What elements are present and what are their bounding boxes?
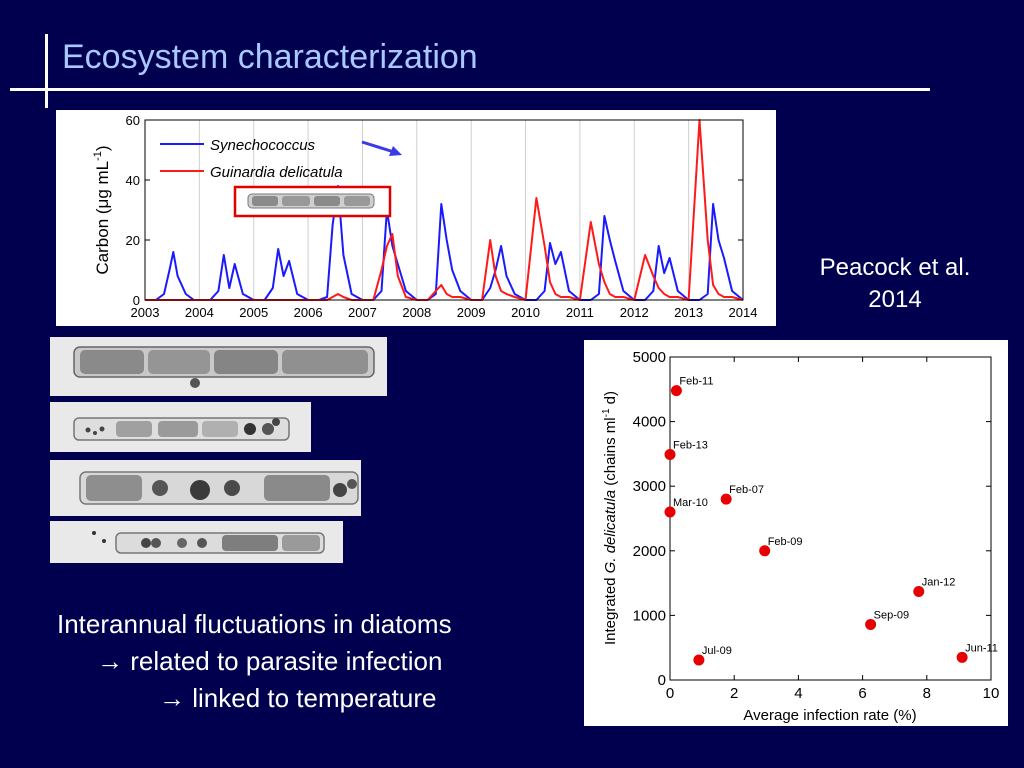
inset-diatom-chain-image bbox=[247, 193, 375, 209]
scatter-points: Feb-11 Feb-13 Feb-07 Mar-10 Feb-09 Jan-12 Sep-… bbox=[664, 376, 998, 666]
citation-year: 2014 bbox=[868, 286, 922, 313]
scatter-point bbox=[956, 651, 968, 663]
scatter-point bbox=[720, 493, 732, 505]
timeseries-ytick-label: 20 bbox=[126, 233, 140, 248]
citation: Peacock et al. 2014 bbox=[790, 252, 1000, 316]
timeseries-ytick-label: 40 bbox=[126, 173, 140, 188]
scatter-ytick-label: 3000 bbox=[633, 478, 666, 495]
scatter-point bbox=[670, 385, 682, 397]
scatter-point-label: Feb-09 bbox=[768, 536, 803, 548]
bullet-line-2: → related to parasite infection bbox=[97, 646, 443, 676]
micrograph-3 bbox=[50, 460, 361, 516]
timeseries-ylabel: Carbon (μg mL-1) bbox=[92, 145, 112, 274]
bullet-line-1: Interannual fluctuations in diatoms bbox=[57, 609, 452, 639]
scatter-point-label: Feb-13 bbox=[673, 440, 708, 452]
scatter-xtick-label: 8 bbox=[923, 685, 931, 702]
timeseries-gridlines bbox=[198, 120, 690, 300]
timeseries-xtick-label: 2012 bbox=[620, 305, 649, 320]
timeseries-xtick-label: 2007 bbox=[348, 305, 377, 320]
scatter-point bbox=[913, 585, 925, 597]
timeseries-panel: 2003 2004 2005 2006 2007 2008 2009 2010 2011 2012… bbox=[56, 110, 776, 326]
scatter-xtick-label: 4 bbox=[794, 685, 802, 702]
timeseries-ytick-label: 60 bbox=[126, 113, 140, 128]
arrow-icon: → bbox=[97, 646, 123, 676]
citation-authors: Peacock et al. bbox=[819, 254, 971, 281]
micrograph-2 bbox=[50, 402, 311, 452]
svg-text:Carbon (μg mL-1): Carbon (μg mL-1) bbox=[92, 145, 112, 274]
scatter-xtick-label: 6 bbox=[858, 685, 866, 702]
scatter-frame bbox=[669, 356, 992, 681]
micrograph-4 bbox=[50, 521, 343, 563]
scatter-point-label: Jan-12 bbox=[922, 576, 956, 588]
timeseries-xtick-label: 2013 bbox=[674, 305, 703, 320]
timeseries-frame bbox=[144, 119, 744, 301]
svg-text:Integrated G. delicatula (chai: Integrated G. delicatula (chains ml-1 d) bbox=[601, 391, 619, 645]
scatter-ylabel: Integrated G. delicatula (chains ml-1 d) bbox=[601, 391, 619, 645]
scatter-xlabel: Average infection rate (%) bbox=[743, 707, 916, 724]
timeseries-xtick-label: 2005 bbox=[239, 305, 268, 320]
scatter-ytick-label: 4000 bbox=[633, 414, 666, 431]
timeseries-xtick-label: 2014 bbox=[729, 305, 758, 320]
timeseries-xtick-label: 2008 bbox=[402, 305, 431, 320]
scatter-point-label: Mar-10 bbox=[673, 497, 708, 509]
scatter-xtick-label: 0 bbox=[666, 685, 674, 702]
scatter-point bbox=[664, 506, 676, 518]
scatter-ytick-label: 5000 bbox=[633, 349, 666, 366]
timeseries-xtick-label: 2004 bbox=[185, 305, 214, 320]
scatter-point-label: Jun-11 bbox=[965, 642, 998, 654]
micrograph-1 bbox=[50, 337, 387, 396]
scatter-ytick-label: 0 bbox=[658, 672, 666, 689]
timeseries-xtick-label: 2009 bbox=[457, 305, 486, 320]
slide-title: Ecosystem characterization bbox=[62, 38, 478, 76]
timeseries-chart: 2003 2004 2005 2006 2007 2008 2009 2010 2011 2012… bbox=[92, 113, 758, 320]
bullet-line-3: → linked to temperature bbox=[159, 683, 437, 713]
title-accent-vertical-line bbox=[45, 34, 48, 108]
scatter-point-label: Feb-11 bbox=[679, 376, 713, 388]
slide-bullets: Interannual fluctuations in diatoms → re… bbox=[57, 606, 452, 717]
scatter-point bbox=[865, 618, 877, 630]
timeseries-ytick-label: 0 bbox=[133, 293, 140, 308]
scatter-ytick-label: 1000 bbox=[633, 607, 666, 624]
legend-label-guinardia: Guinardia delicatula bbox=[210, 164, 343, 181]
title-underline bbox=[10, 88, 930, 91]
scatter-point bbox=[693, 654, 705, 666]
scatter-ytick-label: 2000 bbox=[633, 543, 666, 560]
scatter-xtick-label: 10 bbox=[983, 685, 1000, 702]
legend-label-synechococcus: Synechococcus bbox=[210, 137, 316, 154]
scatter-point-label: Feb-07 bbox=[729, 484, 764, 496]
timeseries-xtick-label: 2011 bbox=[566, 305, 594, 320]
arrow-icon: → bbox=[159, 683, 185, 713]
timeseries-ticks: 2003 2004 2005 2006 2007 2008 2009 2010 2011 2012… bbox=[126, 113, 758, 320]
timeseries-xtick-label: 2006 bbox=[294, 305, 323, 320]
scatter-point bbox=[759, 545, 771, 557]
scatter-ticks: 0 2 4 6 8 10 0 1000 2000 3000 4000 5000 bbox=[633, 349, 1000, 702]
timeseries-xtick-label: 2010 bbox=[511, 305, 540, 320]
timeseries-xtick-label: 2003 bbox=[131, 305, 160, 320]
scatter-point-label: Jul-09 bbox=[702, 645, 732, 657]
scatter-panel: 0 2 4 6 8 10 0 1000 2000 3000 4000 5000 Feb-11 Feb-1… bbox=[584, 340, 1008, 726]
scatter-point-label: Sep-09 bbox=[874, 609, 909, 621]
scatter-point bbox=[664, 449, 676, 461]
arrow-icon bbox=[361, 140, 402, 156]
scatter-xtick-label: 2 bbox=[730, 685, 738, 702]
